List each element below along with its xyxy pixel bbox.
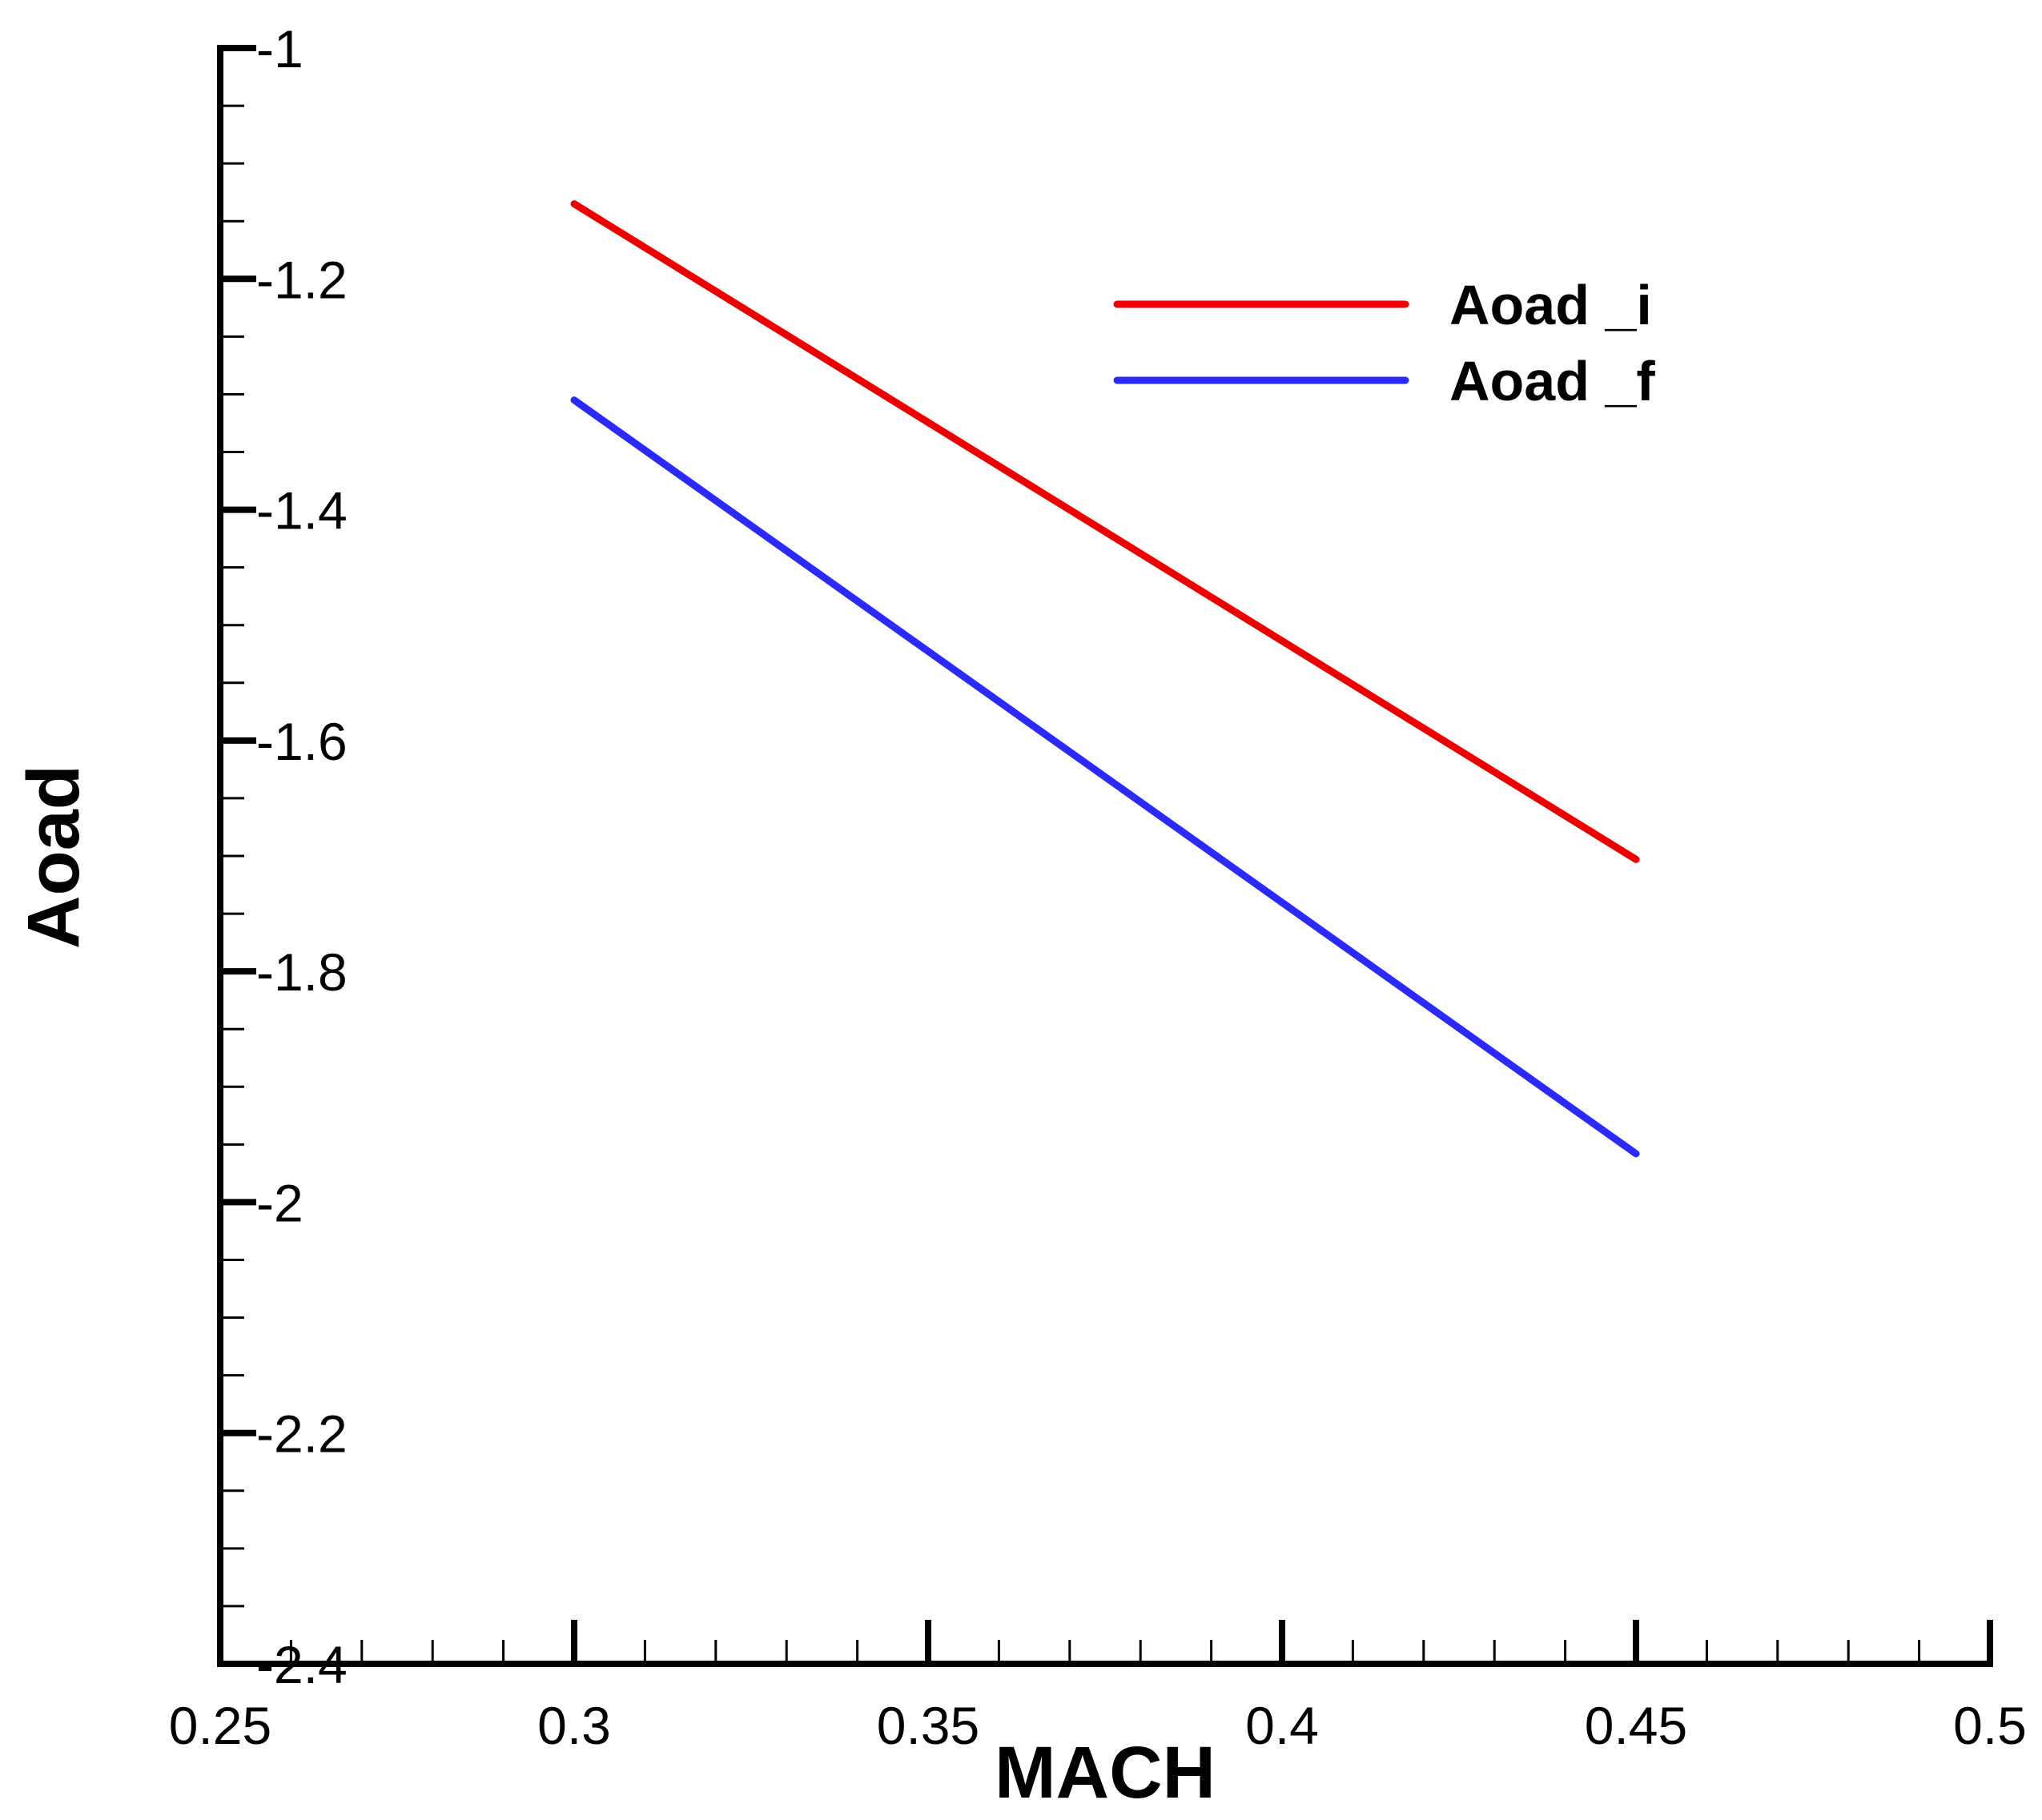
y-ticks: -1 -1.2 -1.4 -1.6 -1.8 -2 -2.2 -2.4 [220, 19, 348, 1694]
y-axis-title: Aoad [13, 765, 94, 949]
x-tick-label: 0.3 [537, 1696, 611, 1755]
x-tick-label: 0.25 [169, 1696, 271, 1755]
y-tick-label: -1 [256, 19, 303, 78]
x-tick-label: 0.45 [1585, 1696, 1687, 1755]
legend-label-1: Aoad _i [1449, 274, 1652, 336]
series-line-2 [570, 396, 1640, 1158]
y-tick-label: -2 [256, 1173, 303, 1232]
y-tick-label: -1.4 [256, 481, 348, 540]
x-ticks: 0.25 0.3 0.35 0.4 0.45 0.5 [169, 1620, 2027, 1755]
y-tick-label: -1.6 [256, 712, 348, 771]
x-tick-label: 0.35 [877, 1696, 979, 1755]
y-tick-label: -2.4 [256, 1635, 348, 1694]
legend: Aoad _i Aoad _f [1113, 274, 1655, 412]
y-tick-label: -1.8 [256, 942, 348, 1002]
x-tick-label: 0.4 [1245, 1696, 1319, 1755]
x-axis-title: MACH [995, 1732, 1216, 1814]
y-tick-label: -2.2 [256, 1404, 348, 1464]
y-tick-label: -1.2 [256, 250, 348, 309]
series-line-1 [570, 200, 1640, 863]
legend-label-2: Aoad _f [1449, 350, 1655, 412]
axes [217, 45, 1993, 1667]
x-tick-label: 0.5 [1953, 1696, 2027, 1755]
series-layer [570, 200, 1640, 1158]
